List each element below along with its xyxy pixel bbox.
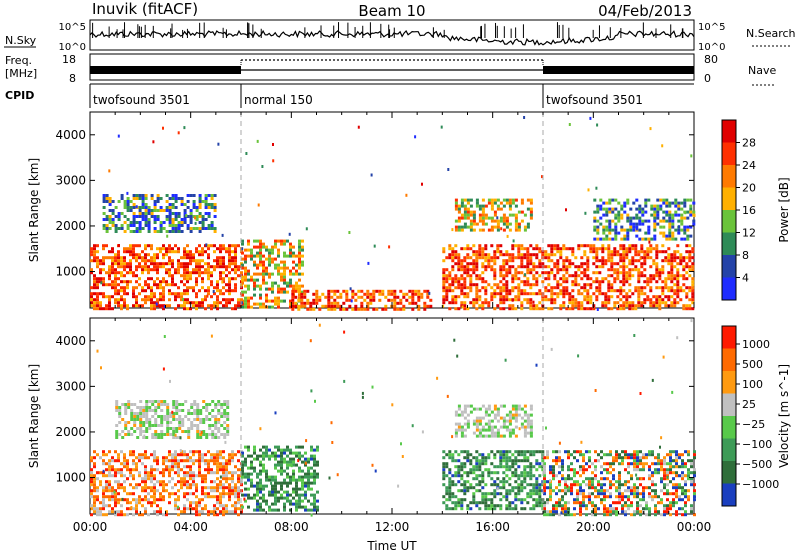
x-tick-label: 12:00 (375, 520, 410, 534)
colorbar-tick-label: −25 (742, 418, 765, 431)
x-tick-label: 04:00 (173, 520, 208, 534)
colorbar-tick-label: −500 (742, 458, 772, 471)
y-tick-label: 4000 (55, 128, 86, 142)
power-ylabel: Slant Range [km] (27, 158, 41, 262)
freq-band-right (543, 66, 694, 74)
cpid-segment-label: normal 150 (244, 93, 313, 107)
colorbar-swatch (722, 393, 736, 416)
colorbar-tick-label: 100 (742, 378, 763, 391)
colorbar-tick-label: 20 (742, 182, 756, 195)
colorbar-swatch (722, 483, 736, 506)
nsky-label: N.Sky (5, 34, 37, 47)
y-tick-label: 2000 (55, 425, 86, 439)
cpid-segment-label: twofsound 3501 (93, 93, 190, 107)
velocity-panel: 1000 2000 3000 4000 Slant Range [km] 1000 50… (27, 317, 791, 517)
y-tick-label: 1000 (55, 265, 86, 279)
cpid-row: twofsound 3501 normal 150 twofsound 3501 (89, 83, 694, 108)
x-tick-label: 08:00 (274, 520, 309, 534)
nsky-left-tick-bottom: 10^0 (59, 42, 86, 53)
x-tick-label: 16:00 (475, 520, 510, 534)
nave-right-tick-bottom: 0 (704, 72, 711, 85)
colorbar-swatch (722, 187, 736, 210)
x-tick-label: 00:00 (73, 520, 108, 534)
colorbar-tick-label: 24 (742, 159, 756, 172)
station-title: Inuvik (fitACF) (92, 0, 198, 18)
x-tick-label: 00:00 (677, 520, 712, 534)
nsearch-label: N.Search (746, 27, 796, 40)
colorbar-swatch (722, 255, 736, 278)
cpid-label: CPID (5, 89, 34, 102)
power-colorbar: 4 8 12 16 20 24 28 (721, 119, 756, 301)
colorbar-tick-label: 1000 (742, 338, 770, 351)
colorbar-swatch (722, 461, 736, 484)
x-axis: 00:00 04:00 08:00 12:00 16:00 20:00 00:00 (73, 112, 712, 534)
colorbar-tick-label: 28 (742, 137, 756, 150)
colorbar-swatch (722, 348, 736, 371)
colorbar-tick-label: 8 (742, 249, 749, 262)
y-tick-label: 1000 (55, 471, 86, 485)
nsky-line (89, 29, 695, 46)
nave-label: Nave (748, 64, 776, 77)
colorbar-swatch (722, 142, 736, 165)
power-panel: 1000 2000 3000 4000 Slant Range [km] 4 8 12 16… (27, 111, 791, 311)
colorbar-tick-label: 4 (742, 272, 749, 285)
power-colorbar-label: Power [dB] (777, 177, 791, 242)
colorbar-swatch (722, 120, 736, 143)
beam-title: Beam 10 (358, 2, 425, 20)
colorbar-swatch (722, 371, 736, 394)
colorbar-swatch (722, 232, 736, 255)
freq-label-line1: Freq. (5, 54, 32, 67)
colorbar-swatch (722, 210, 736, 233)
y-tick-label: 2000 (55, 219, 86, 233)
y-tick-label: 3000 (55, 173, 86, 187)
velocity-echo-cells (90, 319, 696, 517)
colorbar-tick-label: 12 (742, 227, 756, 240)
nsky-panel-frame (89, 19, 695, 51)
freq-left-tick-top: 18 (62, 53, 76, 66)
colorbar-swatch (722, 438, 736, 461)
freq-band-left (90, 66, 241, 74)
colorbar-tick-label: −1000 (742, 478, 779, 491)
nsky-right-tick-top: 10^5 (698, 22, 725, 33)
freq-label-line2: [MHz] (5, 67, 37, 80)
colorbar-swatch (722, 416, 736, 439)
velocity-colorbar: 1000 500 100 25 −25 −100 −500 −1000 (721, 325, 779, 507)
colorbar-tick-label: 500 (742, 358, 763, 371)
nave-right-tick-top: 80 (704, 53, 718, 66)
colorbar-tick-label: 25 (742, 398, 756, 411)
colorbar-swatch (722, 277, 736, 300)
x-axis-label: Time UT (366, 539, 417, 553)
y-tick-label: 3000 (55, 379, 86, 393)
date-title: 04/Feb/2013 (598, 2, 692, 20)
x-tick-label: 20:00 (576, 520, 611, 534)
colorbar-swatch (722, 326, 736, 349)
colorbar-tick-label: 16 (742, 204, 756, 217)
velocity-ylabel: Slant Range [km] (27, 364, 41, 468)
velocity-colorbar-label: Velocity [m s^-1] (777, 364, 791, 468)
mode-change-lines (240, 112, 544, 514)
nsky-right-tick-bottom: 10^0 (698, 42, 725, 53)
colorbar-tick-label: −100 (742, 438, 772, 451)
y-tick-label: 4000 (55, 334, 86, 348)
freq-left-tick-bottom: 8 (69, 72, 76, 85)
nsky-left-tick-top: 10^5 (59, 22, 86, 33)
cpid-segment-label: twofsound 3501 (546, 93, 643, 107)
colorbar-swatch (722, 165, 736, 188)
